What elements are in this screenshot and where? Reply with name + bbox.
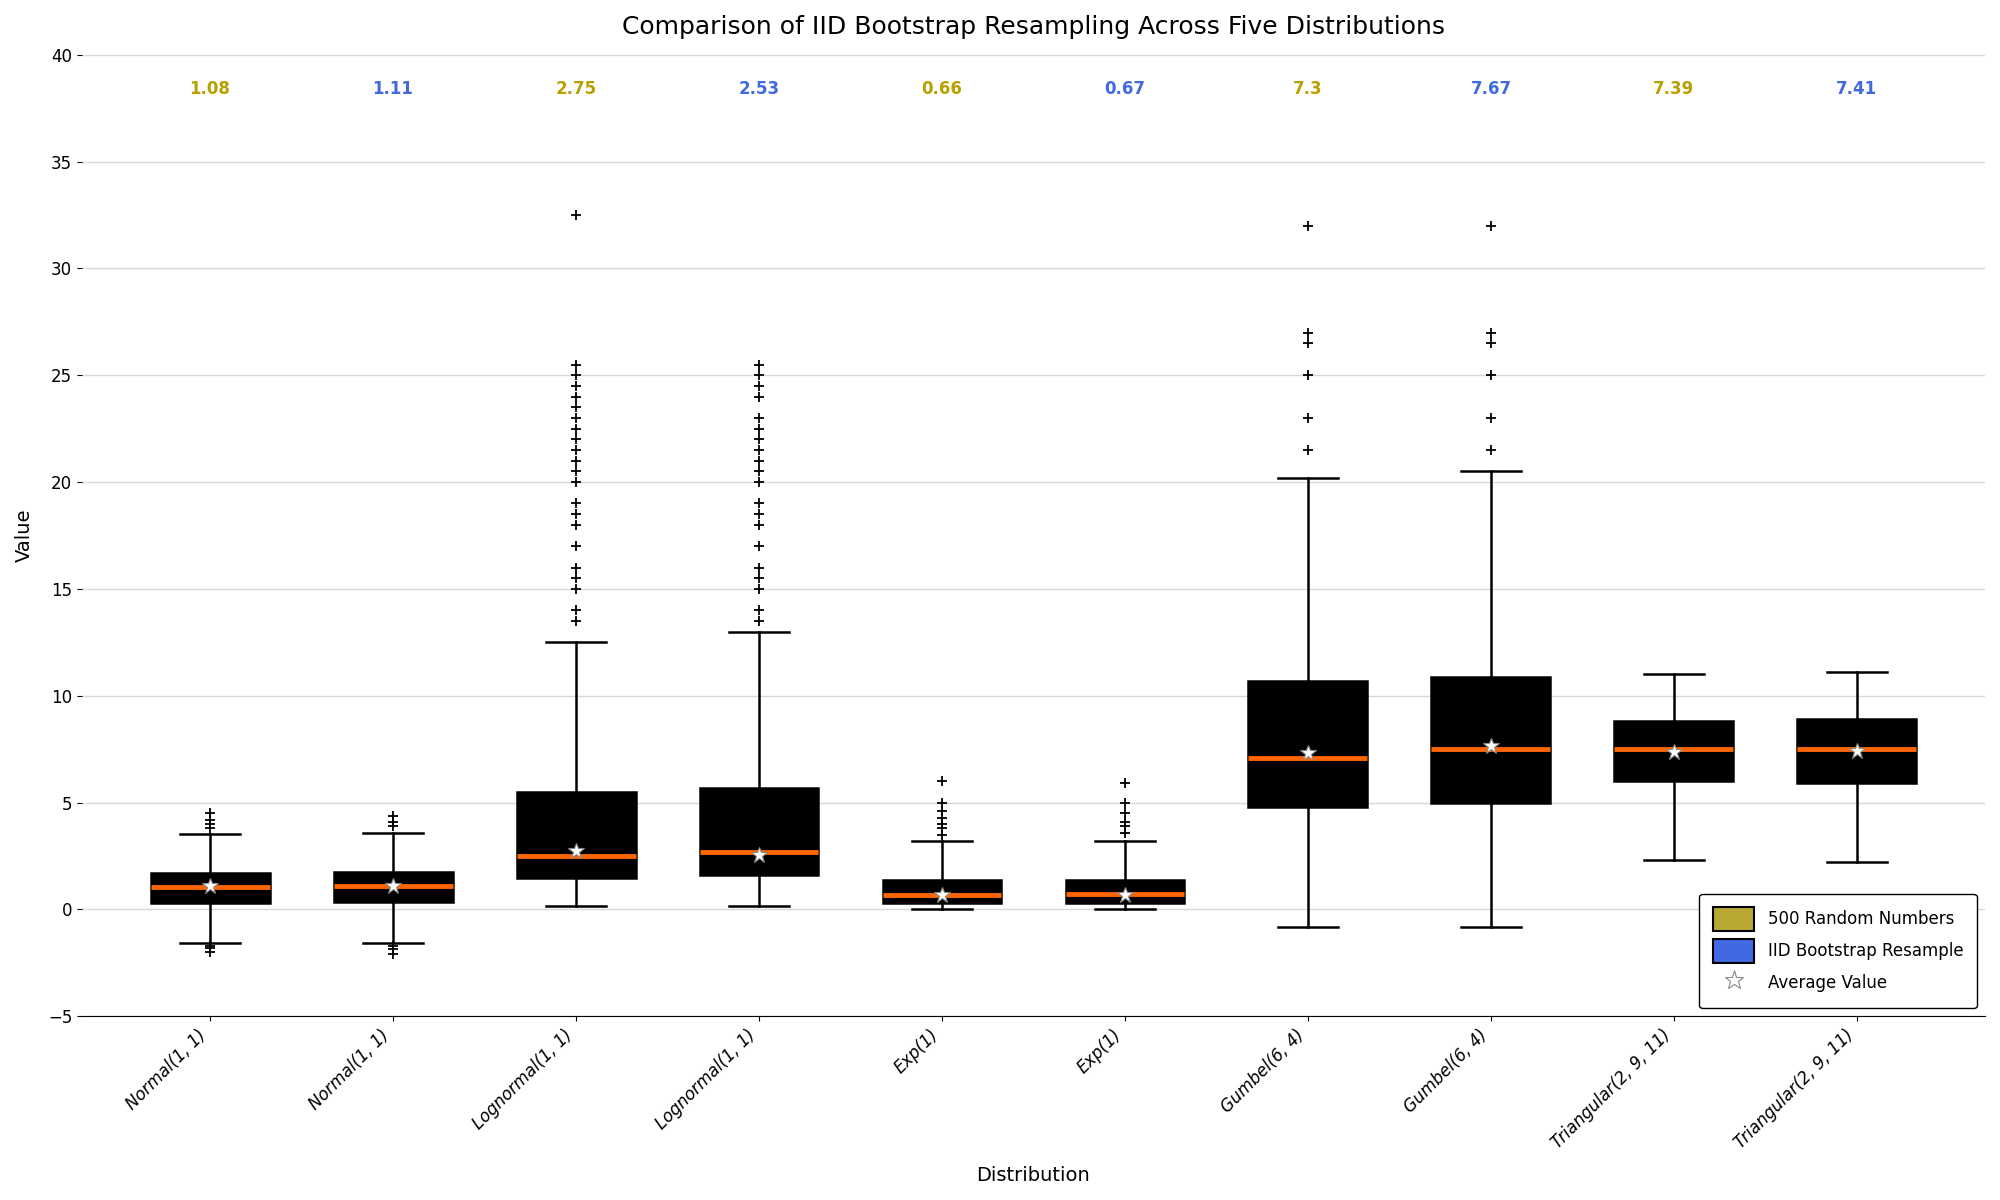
PathPatch shape bbox=[700, 787, 818, 875]
Y-axis label: Value: Value bbox=[14, 509, 34, 563]
PathPatch shape bbox=[1066, 880, 1184, 904]
Text: 7.39: 7.39 bbox=[1654, 80, 1694, 98]
Text: 7.3: 7.3 bbox=[1294, 80, 1322, 98]
Legend: 500 Random Numbers, IID Bootstrap Resample, Average Value: 500 Random Numbers, IID Bootstrap Resamp… bbox=[1700, 894, 1976, 1008]
PathPatch shape bbox=[1614, 721, 1734, 781]
PathPatch shape bbox=[1798, 719, 1916, 784]
Text: 0.66: 0.66 bbox=[922, 80, 962, 98]
PathPatch shape bbox=[1248, 680, 1368, 806]
Text: 2.53: 2.53 bbox=[738, 80, 780, 98]
Text: 1.11: 1.11 bbox=[372, 80, 414, 98]
Title: Comparison of IID Bootstrap Resampling Across Five Distributions: Comparison of IID Bootstrap Resampling A… bbox=[622, 14, 1444, 38]
Text: 7.41: 7.41 bbox=[1836, 80, 1878, 98]
PathPatch shape bbox=[1432, 677, 1550, 803]
X-axis label: Distribution: Distribution bbox=[976, 1166, 1090, 1184]
PathPatch shape bbox=[334, 872, 452, 902]
Text: 2.75: 2.75 bbox=[556, 80, 596, 98]
PathPatch shape bbox=[882, 880, 1002, 904]
Text: 7.67: 7.67 bbox=[1470, 80, 1512, 98]
Text: 0.67: 0.67 bbox=[1104, 80, 1146, 98]
PathPatch shape bbox=[150, 872, 270, 902]
PathPatch shape bbox=[516, 792, 636, 878]
Text: 1.08: 1.08 bbox=[190, 80, 230, 98]
